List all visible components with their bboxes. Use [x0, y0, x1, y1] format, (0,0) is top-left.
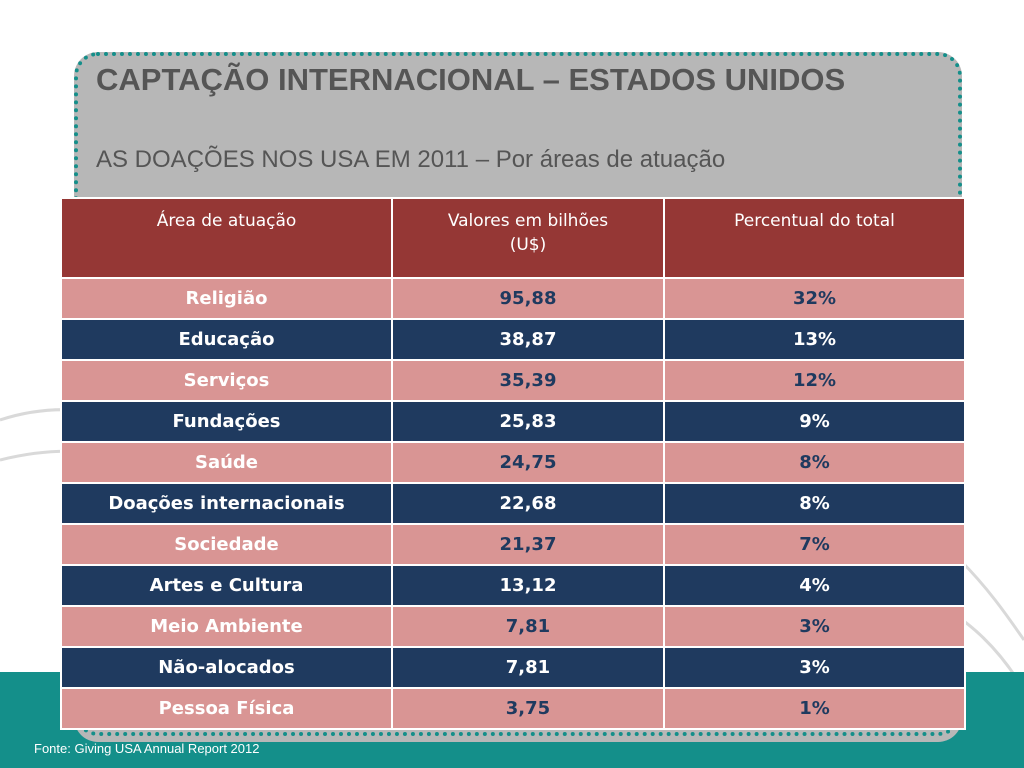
cell-percent: 4% — [663, 564, 966, 607]
cell-area: Meio Ambiente — [60, 605, 393, 648]
cell-area: Doações internacionais — [60, 482, 393, 525]
donations-table: Área de atuação Valores em bilhões (U$) … — [60, 197, 966, 730]
header-area: Área de atuação — [60, 197, 393, 279]
cell-area: Sociedade — [60, 523, 393, 566]
cell-area: Religião — [60, 277, 393, 320]
cell-value: 95,88 — [391, 277, 665, 320]
cell-percent: 8% — [663, 441, 966, 484]
cell-value: 3,75 — [391, 687, 665, 730]
cell-area: Educação — [60, 318, 393, 361]
table-row: Não-alocados 7,81 3% — [60, 646, 966, 689]
cell-percent: 32% — [663, 277, 966, 320]
cell-percent: 3% — [663, 646, 966, 689]
cell-value: 24,75 — [391, 441, 665, 484]
cell-percent: 12% — [663, 359, 966, 402]
cell-area: Não-alocados — [60, 646, 393, 689]
cell-value: 22,68 — [391, 482, 665, 525]
cell-area: Fundações — [60, 400, 393, 443]
cell-value: 7,81 — [391, 646, 665, 689]
table-row: Artes e Cultura 13,12 4% — [60, 564, 966, 607]
table-row: Educação 38,87 13% — [60, 318, 966, 361]
cell-value: 38,87 — [391, 318, 665, 361]
table-row: Pessoa Física 3,75 1% — [60, 687, 966, 730]
table-row: Doações internacionais 22,68 8% — [60, 482, 966, 525]
cell-area: Serviços — [60, 359, 393, 402]
table-row: Meio Ambiente 7,81 3% — [60, 605, 966, 648]
header-percent: Percentual do total — [663, 197, 966, 279]
cell-area: Saúde — [60, 441, 393, 484]
table-row: Sociedade 21,37 7% — [60, 523, 966, 566]
cell-value: 13,12 — [391, 564, 665, 607]
table-row: Serviços 35,39 12% — [60, 359, 966, 402]
cell-percent: 3% — [663, 605, 966, 648]
cell-percent: 9% — [663, 400, 966, 443]
table-row: Religião 95,88 32% — [60, 277, 966, 320]
cell-value: 35,39 — [391, 359, 665, 402]
cell-percent: 8% — [663, 482, 966, 525]
slide-title: CAPTAÇÃO INTERNACIONAL – ESTADOS UNIDOS — [96, 62, 846, 97]
cell-value: 7,81 — [391, 605, 665, 648]
cell-value: 21,37 — [391, 523, 665, 566]
table-row: Fundações 25,83 9% — [60, 400, 966, 443]
table-row: Saúde 24,75 8% — [60, 441, 966, 484]
cell-percent: 1% — [663, 687, 966, 730]
slide-subtitle: AS DOAÇÕES NOS USA EM 2011 – Por áreas d… — [96, 146, 726, 173]
header-value-label: Valores em bilhões (U$) — [447, 211, 609, 255]
header-value: Valores em bilhões (U$) — [391, 197, 665, 279]
cell-area: Pessoa Física — [60, 687, 393, 730]
cell-area: Artes e Cultura — [60, 564, 393, 607]
source-note: Fonte: Giving USA Annual Report 2012 — [34, 741, 260, 756]
table-header-row: Área de atuação Valores em bilhões (U$) … — [60, 197, 966, 279]
cell-value: 25,83 — [391, 400, 665, 443]
cell-percent: 7% — [663, 523, 966, 566]
cell-percent: 13% — [663, 318, 966, 361]
